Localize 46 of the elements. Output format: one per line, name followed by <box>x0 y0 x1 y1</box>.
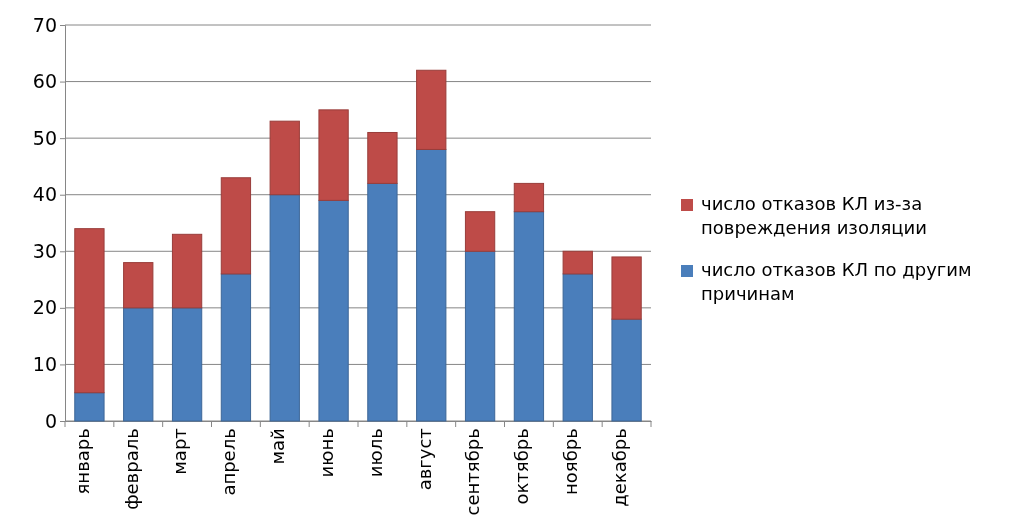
y-tick-label: 50 <box>32 126 57 149</box>
bar <box>562 250 593 275</box>
bar <box>269 120 300 196</box>
y-tick-label: 0 <box>44 409 57 432</box>
y-tick-label: 40 <box>32 183 57 206</box>
x-tick-label: июнь <box>315 428 337 478</box>
x-tick-label: август <box>413 428 435 491</box>
x-tick-label: май <box>267 428 289 465</box>
x-tick-label: сентябрь <box>462 428 484 516</box>
x-tick-label: ноябрь <box>560 428 582 495</box>
bar <box>464 250 496 422</box>
bar <box>171 233 203 309</box>
bar <box>513 211 545 422</box>
bar <box>318 199 349 422</box>
x-tick-label: июль <box>364 428 386 478</box>
bar <box>74 228 105 394</box>
bar <box>611 318 642 422</box>
x-tick-label: февраль <box>120 428 142 510</box>
bar <box>416 148 447 422</box>
x-tick-label: март <box>169 428 191 475</box>
x-tick-label: январь <box>71 428 93 495</box>
y-tick-label: 60 <box>32 70 57 93</box>
y-tick-label: 10 <box>32 353 57 376</box>
bar <box>513 182 545 213</box>
bar <box>611 256 642 320</box>
bar <box>562 273 593 422</box>
bar <box>269 194 300 422</box>
bar <box>123 307 154 422</box>
y-tick-label: 70 <box>32 13 57 36</box>
legend-label: число отказов КЛ по другим причинам <box>701 259 972 304</box>
x-tick-label: октябрь <box>511 428 533 505</box>
legend-label: число отказов КЛ из-за повреждения изоляции <box>701 193 927 238</box>
bar <box>123 262 154 309</box>
bar <box>220 273 252 422</box>
y-tick-label: 30 <box>32 239 57 262</box>
bar <box>464 211 496 252</box>
x-tick-label: декабрь <box>608 428 630 507</box>
bar <box>171 307 203 422</box>
x-tick-label: апрель <box>218 428 240 496</box>
y-tick-label: 20 <box>32 296 57 319</box>
bar <box>367 131 398 184</box>
bar <box>74 392 105 422</box>
bar <box>416 69 447 150</box>
bar <box>367 182 398 422</box>
bar <box>220 177 252 275</box>
bar <box>318 109 349 201</box>
